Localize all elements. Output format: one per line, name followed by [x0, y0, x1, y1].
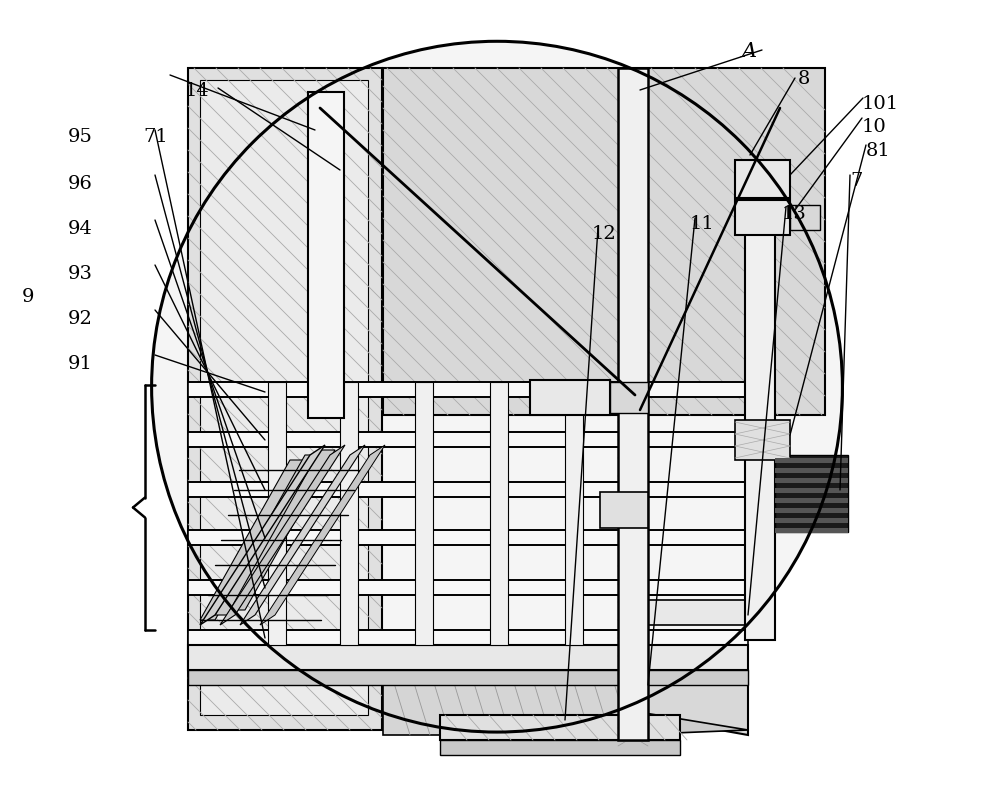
- Polygon shape: [383, 670, 620, 735]
- Polygon shape: [775, 455, 848, 532]
- Polygon shape: [188, 530, 748, 545]
- Text: 9: 9: [22, 288, 34, 306]
- Polygon shape: [215, 455, 320, 615]
- Text: 93: 93: [68, 265, 93, 283]
- Polygon shape: [775, 498, 848, 503]
- Polygon shape: [745, 200, 775, 640]
- Text: 95: 95: [68, 128, 93, 146]
- Text: A: A: [742, 42, 757, 61]
- Polygon shape: [735, 160, 790, 198]
- Text: 71: 71: [143, 128, 168, 146]
- Polygon shape: [618, 68, 648, 740]
- Polygon shape: [188, 670, 748, 685]
- Polygon shape: [383, 670, 748, 735]
- Polygon shape: [340, 382, 358, 645]
- Polygon shape: [775, 468, 848, 473]
- Polygon shape: [188, 645, 748, 670]
- Polygon shape: [200, 460, 305, 620]
- Polygon shape: [308, 92, 344, 418]
- Polygon shape: [648, 600, 745, 625]
- Text: 13: 13: [782, 205, 807, 223]
- Polygon shape: [415, 382, 433, 645]
- Polygon shape: [188, 382, 748, 397]
- Text: 14: 14: [185, 82, 210, 100]
- Polygon shape: [188, 68, 382, 730]
- Text: 92: 92: [68, 310, 93, 328]
- Polygon shape: [775, 518, 848, 523]
- Polygon shape: [775, 478, 848, 483]
- Polygon shape: [775, 508, 848, 513]
- Polygon shape: [188, 482, 748, 497]
- Polygon shape: [775, 528, 848, 533]
- Polygon shape: [188, 580, 748, 595]
- Text: 91: 91: [68, 355, 93, 373]
- Text: 81: 81: [866, 142, 891, 160]
- Polygon shape: [260, 445, 385, 625]
- Text: 7: 7: [850, 172, 862, 190]
- Text: 12: 12: [592, 225, 617, 243]
- Text: 94: 94: [68, 220, 93, 238]
- Text: 101: 101: [862, 95, 899, 113]
- Polygon shape: [775, 488, 848, 493]
- Polygon shape: [565, 382, 583, 645]
- Polygon shape: [530, 380, 610, 415]
- Polygon shape: [735, 420, 790, 460]
- Polygon shape: [383, 670, 748, 735]
- Polygon shape: [790, 205, 820, 230]
- Polygon shape: [490, 382, 508, 645]
- Polygon shape: [775, 458, 848, 463]
- Circle shape: [152, 41, 842, 732]
- Polygon shape: [188, 630, 748, 645]
- Polygon shape: [220, 445, 345, 625]
- Text: 96: 96: [68, 175, 93, 193]
- Text: 11: 11: [690, 215, 715, 233]
- Polygon shape: [200, 80, 368, 715]
- Polygon shape: [200, 445, 325, 625]
- Polygon shape: [610, 382, 648, 413]
- Polygon shape: [240, 445, 365, 625]
- Text: 10: 10: [862, 118, 887, 136]
- Polygon shape: [268, 382, 286, 645]
- Polygon shape: [735, 200, 790, 235]
- Polygon shape: [188, 432, 748, 447]
- Polygon shape: [600, 492, 648, 528]
- Polygon shape: [440, 740, 680, 755]
- Text: 8: 8: [798, 70, 810, 88]
- Polygon shape: [440, 715, 680, 740]
- Polygon shape: [383, 68, 825, 415]
- Polygon shape: [230, 450, 335, 610]
